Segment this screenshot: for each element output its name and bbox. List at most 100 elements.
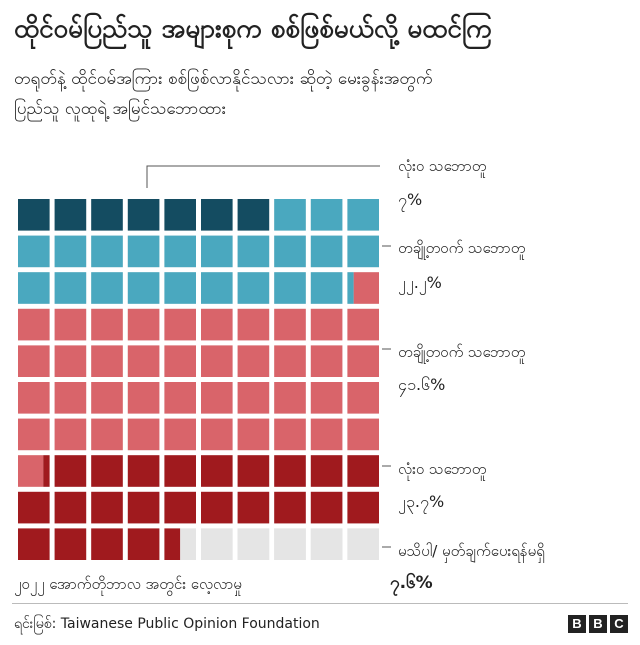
waffle-segment-3 <box>347 382 379 414</box>
waffle-segment-2 <box>201 272 233 304</box>
waffle-segment-2 <box>237 235 270 268</box>
subtitle-line-2: ပြည်သူ လူထုရဲ့ အမြင်သဘောထား <box>14 99 227 119</box>
footer-divider <box>12 603 628 604</box>
waffle-segment-4 <box>43 455 50 487</box>
waffle-segment-3 <box>91 345 123 377</box>
waffle-segment-2 <box>18 272 50 304</box>
legend-label-1: လုံးဝ သဘောတူ <box>398 157 486 178</box>
waffle-segment-2 <box>310 272 343 304</box>
waffle-segment-2 <box>127 272 160 304</box>
waffle-segment-4 <box>274 491 306 524</box>
survey-note: ၂၀၂၂ အောက်တိုဘာလ အတွင်း လေ့လာမှု <box>14 575 242 593</box>
waffle-segment-4 <box>201 455 233 487</box>
subtitle-line-1: တရုတ်နဲ့ ထိုင်ဝမ်အကြား စစ်ဖြစ်လာနိုင်သလာ… <box>14 69 433 89</box>
waffle-segment-3 <box>347 308 379 341</box>
waffle-segment-2 <box>237 272 270 304</box>
waffle-segment-3 <box>310 418 343 451</box>
waffle-segment-2 <box>18 235 50 268</box>
waffle-segment-2 <box>54 235 87 268</box>
waffle-segment-3 <box>54 308 87 341</box>
legend-label-4: လုံးဝ သဘောတူ <box>398 460 486 481</box>
waffle-segment-1 <box>237 199 270 231</box>
legend-value-5: ၇.၆% <box>390 571 433 597</box>
legend-leader-1 <box>146 165 380 188</box>
waffle-segment-3 <box>18 382 50 414</box>
waffle-segment-4 <box>347 455 379 487</box>
waffle-segment-4 <box>54 455 87 487</box>
waffle-segment-1 <box>164 199 196 231</box>
waffle-segment-3 <box>274 308 306 341</box>
legend-label-5: မသိပါ/ မှတ်ချက်ပေးရန်မရှိ <box>398 542 545 563</box>
waffle-segment-1 <box>18 199 50 231</box>
legend-value-2: ၂၂.၂% <box>398 273 442 295</box>
waffle-segment-4 <box>237 491 270 524</box>
waffle-segment-3 <box>310 345 343 377</box>
waffle-segment-4 <box>274 455 306 487</box>
waffle-segment-2 <box>274 199 306 231</box>
waffle-segment-2 <box>347 199 379 231</box>
waffle-segment-1 <box>54 199 87 231</box>
waffle-segment-2 <box>201 235 233 268</box>
waffle-segment-2 <box>127 235 160 268</box>
waffle-segment-4 <box>127 491 160 524</box>
waffle-segment-3 <box>127 345 160 377</box>
waffle-segment-3 <box>237 308 270 341</box>
waffle-segment-2 <box>347 235 379 268</box>
waffle-segment-1 <box>127 199 160 231</box>
waffle-segment-3 <box>353 272 379 304</box>
waffle-segment-4 <box>54 491 87 524</box>
legend-value-4: ၂၃.၇% <box>398 492 444 514</box>
waffle-segment-3 <box>274 382 306 414</box>
waffle-segment-4 <box>201 491 233 524</box>
waffle-segment-3 <box>201 382 233 414</box>
bbc-logo-letter-2: B <box>589 615 607 633</box>
waffle-segment-4 <box>164 455 196 487</box>
waffle-segment-1 <box>91 199 123 231</box>
legend-label-2: တချို့တဝက် သဘောတူ <box>398 239 525 260</box>
waffle-segment-4 <box>91 455 123 487</box>
waffle-segment-3 <box>347 418 379 451</box>
waffle-segment-2 <box>91 272 123 304</box>
waffle-segment-3 <box>18 418 50 451</box>
bbc-logo-letter-3: C <box>610 615 628 633</box>
waffle-segment-4 <box>18 491 50 524</box>
waffle-segment-3 <box>127 418 160 451</box>
waffle-segment-3 <box>201 418 233 451</box>
waffle-segment-2 <box>274 272 306 304</box>
waffle-segment-3 <box>274 418 306 451</box>
legend-value-3: ၄၁.၆% <box>398 375 445 397</box>
waffle-segment-3 <box>164 418 196 451</box>
waffle-segment-2 <box>164 235 196 268</box>
waffle-segment-5 <box>310 528 343 560</box>
waffle-segment-4 <box>127 455 160 487</box>
waffle-segment-3 <box>18 455 44 487</box>
waffle-segment-3 <box>164 382 196 414</box>
waffle-segment-1 <box>201 199 233 231</box>
waffle-segment-4 <box>54 528 87 560</box>
waffle-segment-2 <box>274 235 306 268</box>
bbc-logo: B B C <box>568 615 628 633</box>
waffle-segment-4 <box>347 491 379 524</box>
waffle-grid <box>18 199 379 560</box>
waffle-segment-3 <box>91 418 123 451</box>
waffle-segment-5 <box>201 528 233 560</box>
waffle-segment-3 <box>127 382 160 414</box>
waffle-segment-2 <box>91 235 123 268</box>
waffle-segment-4 <box>237 455 270 487</box>
waffle-segment-3 <box>91 308 123 341</box>
waffle-segment-3 <box>18 308 50 341</box>
waffle-segment-4 <box>310 491 343 524</box>
waffle-segment-5 <box>274 528 306 560</box>
source-credit: ရင်းမြစ်: Taiwanese Public Opinion Found… <box>14 616 320 632</box>
waffle-segment-5 <box>237 528 270 560</box>
waffle-segment-3 <box>164 308 196 341</box>
waffle-segment-2 <box>347 272 354 304</box>
waffle-segment-3 <box>127 308 160 341</box>
waffle-segment-3 <box>18 345 50 377</box>
legend-label-3: တချို့တဝက် သဘောတူ <box>398 343 525 364</box>
legend-value-1: ၇% <box>398 190 422 212</box>
waffle-segment-3 <box>310 308 343 341</box>
waffle-segment-4 <box>127 528 160 560</box>
waffle-segment-3 <box>91 382 123 414</box>
